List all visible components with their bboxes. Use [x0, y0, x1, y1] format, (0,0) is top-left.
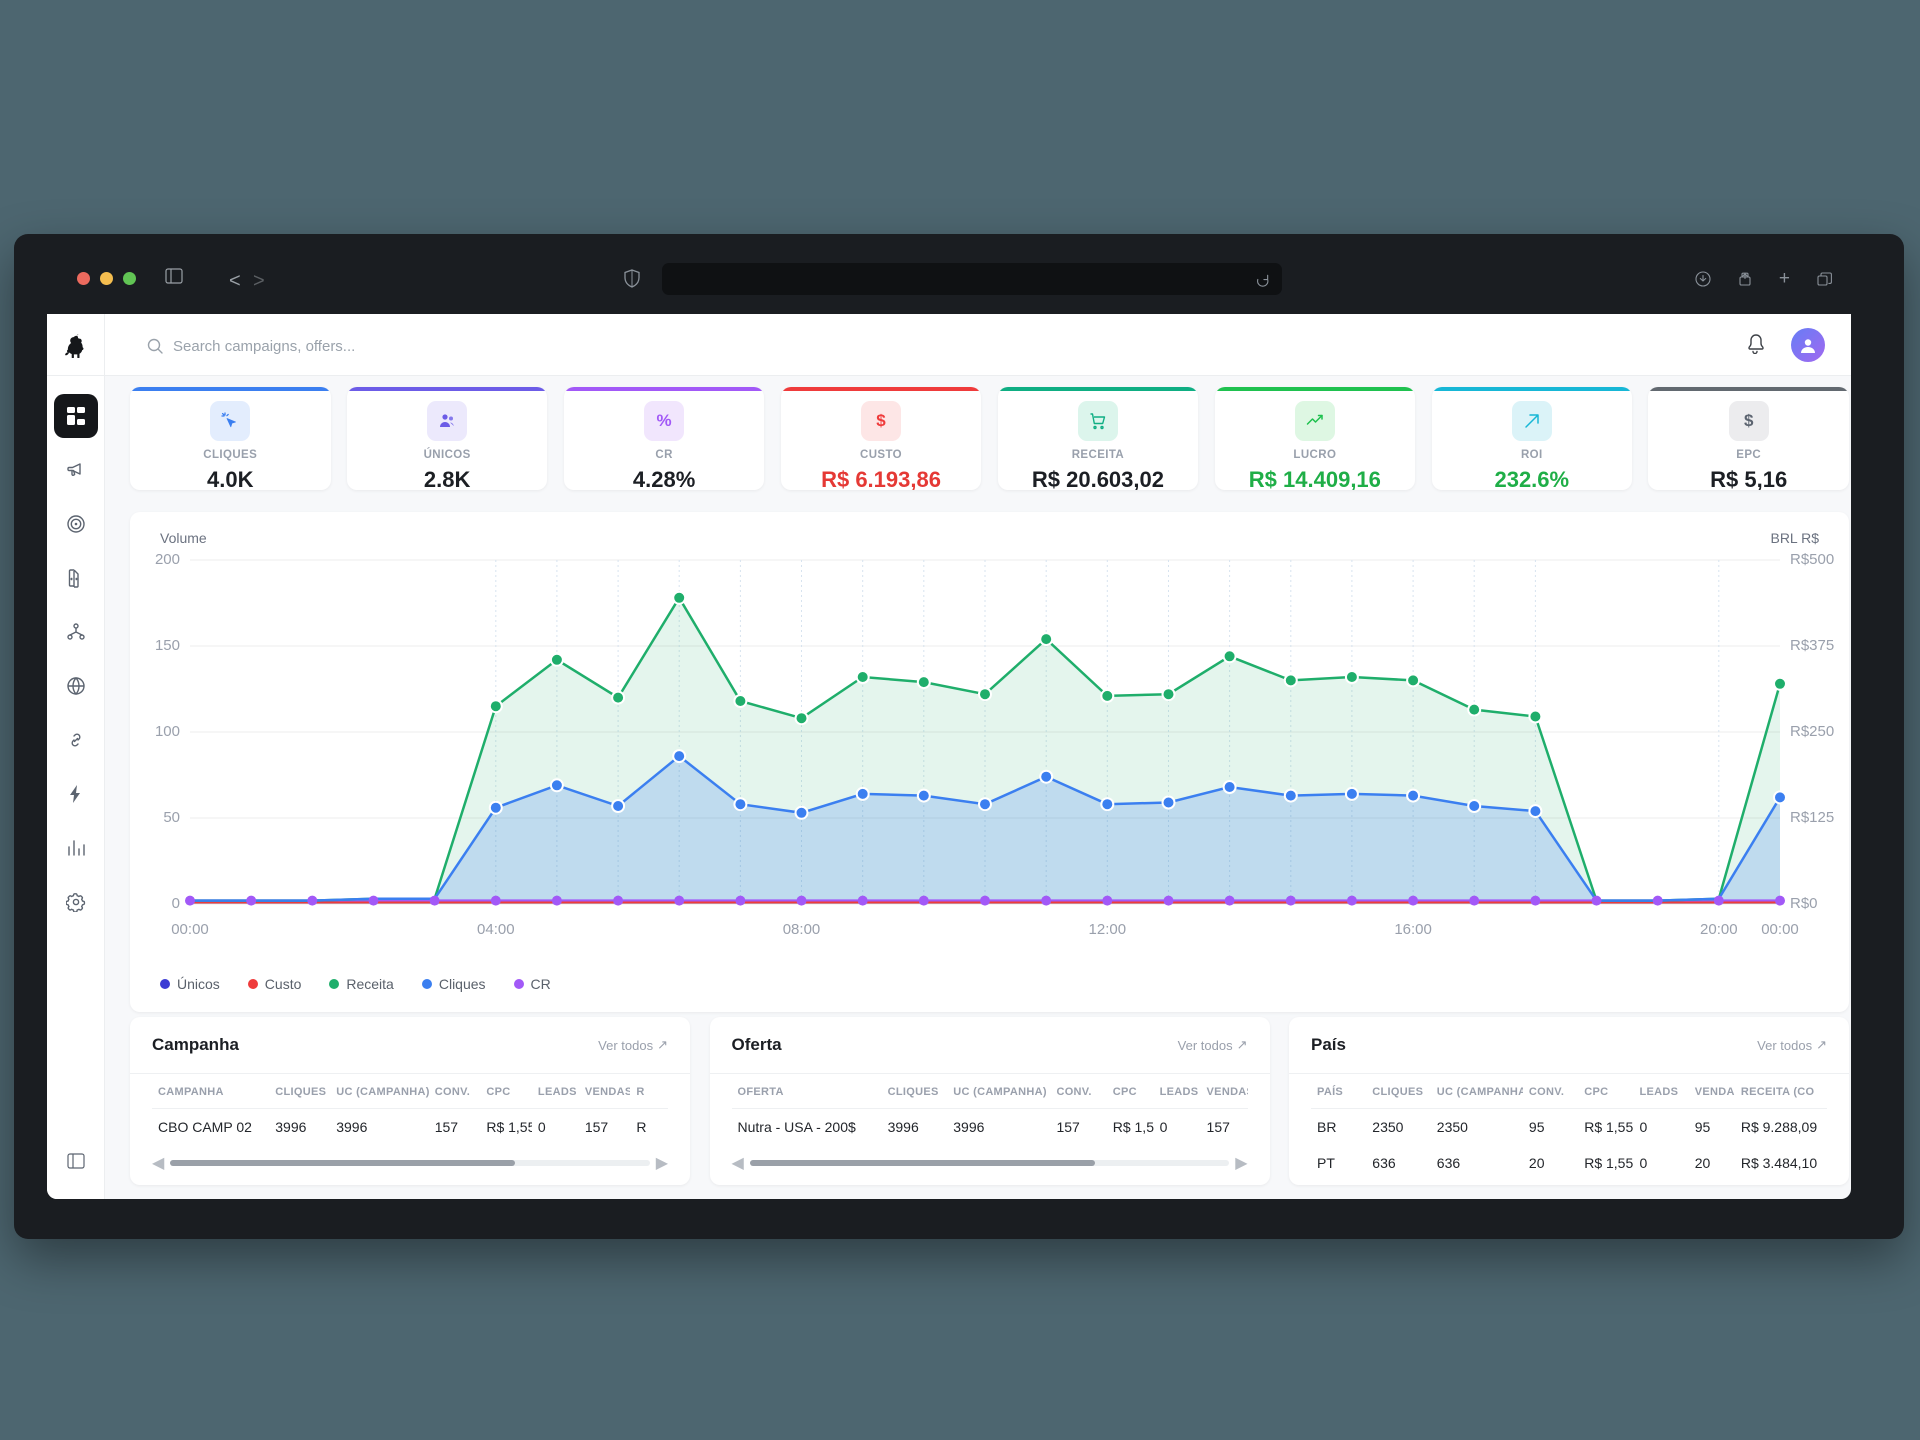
- svg-text:50: 50: [163, 809, 180, 826]
- svg-text:R$375: R$375: [1790, 637, 1834, 654]
- svg-text:12:00: 12:00: [1089, 921, 1127, 938]
- svg-text:R$0: R$0: [1790, 895, 1818, 912]
- svg-text:150: 150: [155, 637, 180, 654]
- svg-text:16:00: 16:00: [1394, 921, 1432, 938]
- svg-text:R$125: R$125: [1790, 809, 1834, 826]
- svg-text:20:00: 20:00: [1700, 921, 1738, 938]
- svg-text:04:00: 04:00: [477, 921, 515, 938]
- svg-text:200: 200: [155, 551, 180, 568]
- svg-text:08:00: 08:00: [783, 921, 821, 938]
- svg-text:00:00: 00:00: [1761, 921, 1799, 938]
- svg-text:R$250: R$250: [1790, 723, 1834, 740]
- svg-text:R$500: R$500: [1790, 551, 1834, 568]
- svg-text:100: 100: [155, 723, 180, 740]
- svg-text:0: 0: [172, 895, 180, 912]
- svg-text:00:00: 00:00: [171, 921, 209, 938]
